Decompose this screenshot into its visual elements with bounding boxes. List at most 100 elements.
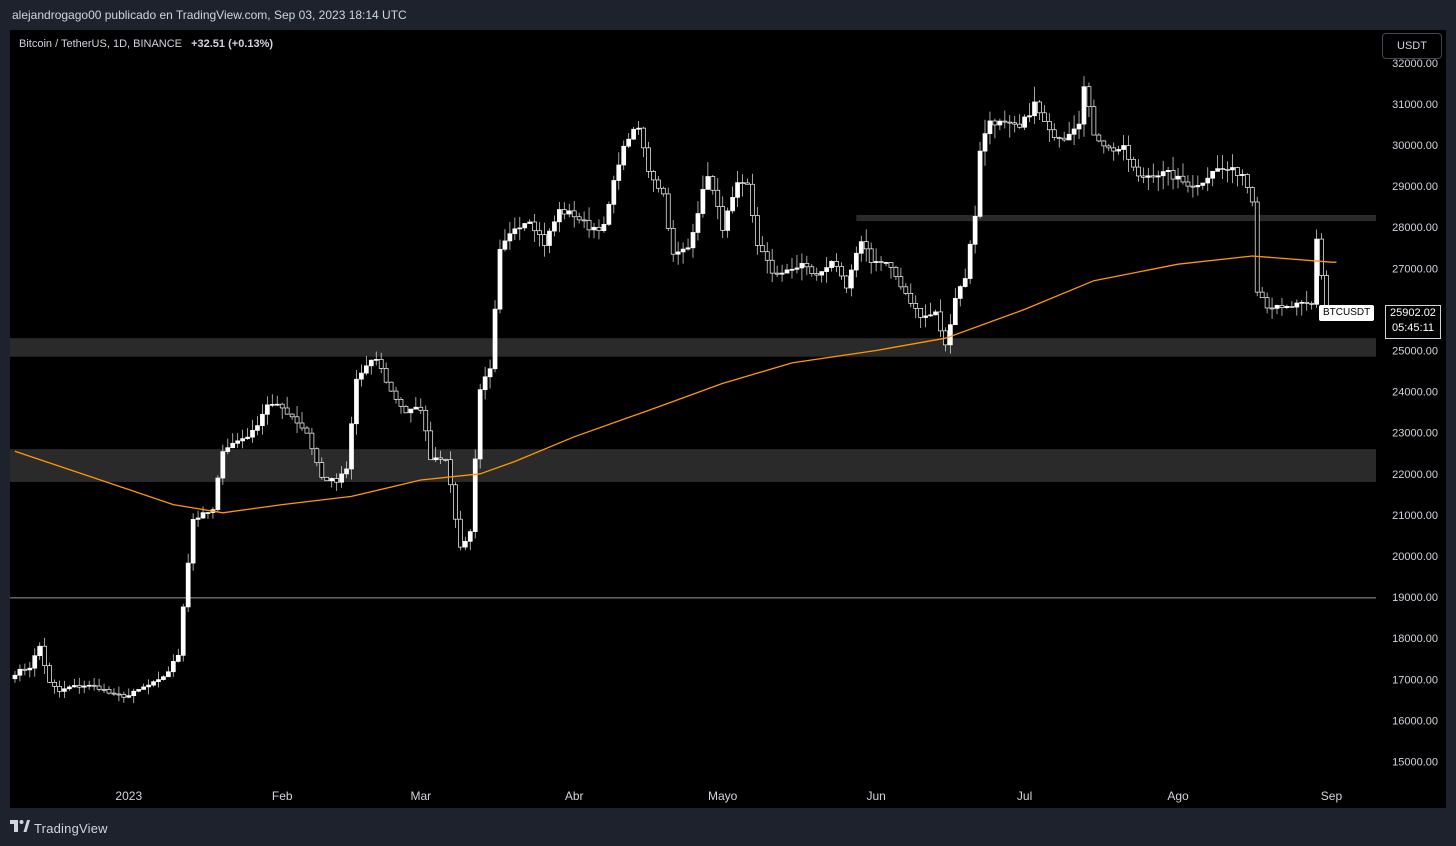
y-tick-label: 18000.00 (1392, 633, 1438, 645)
candle (740, 174, 745, 197)
currency-button[interactable]: USDT (1382, 33, 1442, 59)
candle (274, 395, 280, 407)
candle (1086, 82, 1092, 117)
candle (319, 457, 325, 480)
candle (586, 207, 592, 238)
candle (1304, 290, 1310, 311)
candle (1136, 159, 1141, 182)
candle (581, 211, 587, 229)
candle (265, 396, 270, 425)
candle (255, 416, 260, 436)
candle (730, 186, 735, 214)
candle (1319, 233, 1324, 280)
candle (948, 314, 953, 354)
candle (1185, 175, 1191, 193)
x-axis: 2023 Feb Mar Abr Mayo Jun Jul Ago Sep (115, 789, 1342, 803)
candle (1259, 287, 1265, 299)
candle (12, 671, 18, 683)
candle (354, 369, 359, 435)
candle (62, 680, 67, 698)
candle (418, 398, 424, 415)
candle (482, 366, 488, 400)
candle (819, 270, 825, 283)
candle (844, 275, 849, 293)
candle (923, 304, 928, 328)
candle (71, 678, 77, 688)
candle (235, 433, 241, 448)
candle (962, 268, 968, 288)
candle (314, 447, 320, 467)
candle (428, 421, 434, 461)
candle (86, 680, 92, 690)
candle (190, 513, 196, 571)
candle (1012, 116, 1018, 133)
candle (1111, 142, 1117, 161)
y-tick-label: 22000.00 (1392, 469, 1438, 481)
candle (853, 246, 859, 278)
candle (101, 683, 107, 694)
candle (91, 678, 97, 691)
candle (1210, 170, 1216, 187)
candle (715, 178, 721, 220)
candle (774, 265, 780, 278)
candle (552, 215, 557, 237)
candle (185, 553, 191, 612)
candle (957, 285, 963, 307)
candle (710, 175, 716, 195)
moving-average-line (14, 255, 1337, 514)
tradingview-logo-icon[interactable] (10, 819, 30, 837)
candle (1007, 115, 1013, 138)
candle (344, 461, 349, 479)
candle (1160, 160, 1166, 190)
candle (982, 119, 988, 166)
candle (136, 689, 142, 693)
y-axis: 32000.00 31000.00 30000.00 29000.00 28000.00… (1392, 58, 1438, 769)
candle (918, 308, 924, 329)
candle (126, 688, 132, 699)
candle (1165, 166, 1171, 186)
candle (680, 242, 686, 264)
x-tick-label: Mar (410, 789, 431, 803)
candle (507, 222, 513, 250)
candle (1294, 299, 1300, 316)
candle (215, 475, 221, 512)
candle (1155, 170, 1161, 192)
candle (522, 222, 528, 232)
price-chart[interactable]: 32000.00 31000.00 30000.00 29000.00 28000.00… (10, 30, 1446, 808)
candle (606, 201, 612, 227)
candle (294, 405, 300, 433)
y-tick-label: 28000.00 (1392, 222, 1438, 234)
candle (809, 264, 815, 277)
candle (1284, 304, 1290, 310)
candle (47, 662, 52, 683)
candle (230, 433, 236, 449)
candle (863, 229, 869, 262)
y-tick-label: 19000.00 (1392, 592, 1438, 604)
zone-0 (856, 214, 1376, 222)
candle (611, 175, 617, 214)
chart-frame[interactable]: 32000.00 31000.00 30000.00 29000.00 28000.00… (10, 30, 1446, 808)
x-tick-label: Sep (1321, 789, 1343, 803)
candle (106, 686, 112, 695)
candle (329, 477, 335, 488)
chart-legend: Bitcoin / TetherUS, 1D, BINANCE +32.51 (… (19, 38, 273, 50)
candle (972, 205, 978, 254)
candle (1051, 123, 1057, 141)
candle (938, 299, 943, 337)
candle (220, 444, 226, 485)
x-tick-label: 2023 (115, 789, 142, 803)
candle (245, 428, 250, 440)
candle (324, 476, 330, 482)
candle (660, 186, 666, 197)
zones (10, 214, 1376, 483)
candle (388, 381, 394, 393)
candle (670, 219, 676, 262)
candle (695, 201, 701, 241)
brand-name[interactable]: TradingView (34, 820, 108, 836)
candle (839, 262, 844, 280)
candle (1289, 301, 1295, 308)
candle (641, 126, 646, 158)
candle (527, 219, 533, 224)
candle (799, 253, 805, 281)
candle (834, 253, 839, 273)
